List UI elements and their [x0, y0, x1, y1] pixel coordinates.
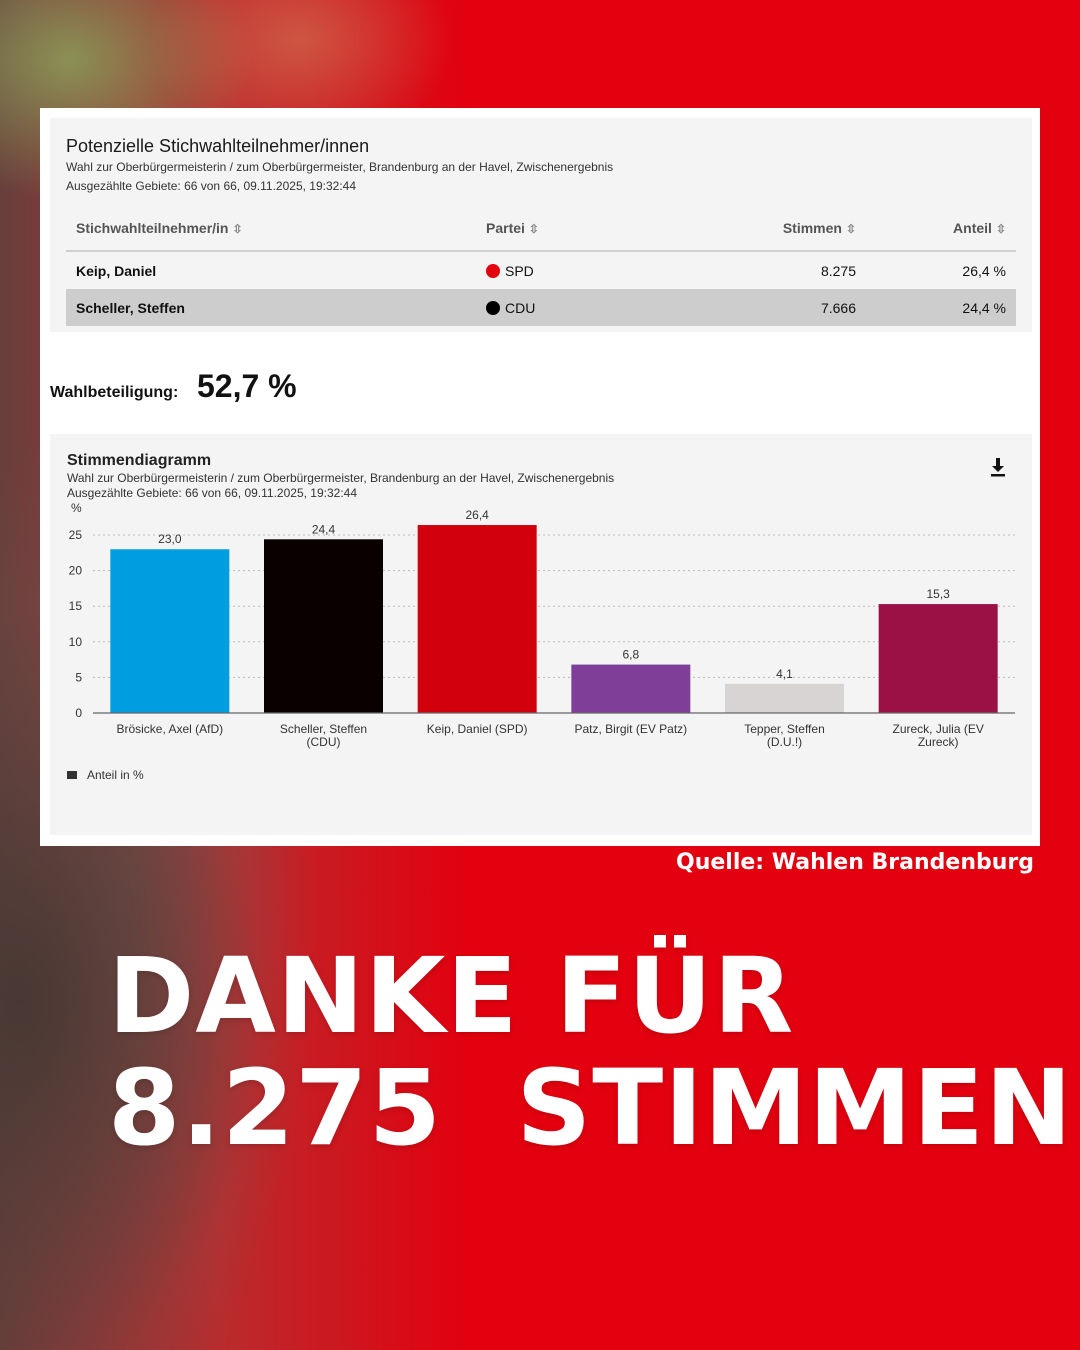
legend-swatch: [67, 771, 77, 779]
x-tick-label: Brösicke, Axel (AfD): [116, 722, 223, 736]
bar-chart: % 0 5 10 15 20 25 23,0 Brösicke, Axel (AfD) 24,4 S…: [69, 501, 1015, 749]
bar-value-label: 23,0: [158, 532, 182, 546]
x-tick-label: Tepper, Steffen: [744, 722, 825, 736]
candidate-name: Keip, Daniel: [76, 262, 157, 279]
bar: [725, 683, 844, 713]
share-cell: 24,4 %: [866, 289, 1016, 326]
headline: DANKE FÜR 8.275 STIMMEN!: [108, 940, 1080, 1164]
sort-icon[interactable]: ⇳: [528, 222, 539, 236]
y-tick-label: 20: [69, 564, 83, 578]
bar: [110, 549, 230, 713]
column-header-party[interactable]: Partei ⇳: [476, 206, 676, 252]
bar-value-label: 6,8: [622, 648, 639, 662]
bar: [417, 525, 537, 713]
x-tick-label: Zureck): [918, 735, 959, 749]
legend-label: Anteil in %: [87, 768, 144, 782]
table-title: Potenzielle Stichwahlteilnehmer/innen: [66, 136, 370, 156]
votes-cell: 8.275: [820, 262, 856, 279]
sort-icon[interactable]: ⇳: [845, 222, 856, 236]
y-tick-label: 10: [69, 635, 83, 649]
bar: [878, 604, 998, 713]
runoff-candidates-card: Potenzielle Stichwahlteilnehmer/innen Wa…: [50, 118, 1032, 332]
chart-counted-areas: Ausgezählte Gebiete: 66 von 66, 09.11.20…: [67, 486, 358, 500]
bar: [571, 664, 691, 713]
source-credit: Quelle: Wahlen Brandenburg: [676, 850, 1034, 875]
column-header-share[interactable]: Anteil ⇳: [866, 206, 1016, 252]
bar-value-label: 15,3: [926, 587, 950, 601]
x-tick-label: Keip, Daniel (SPD): [427, 722, 528, 736]
x-tick-label: Patz, Birgit (EV Patz): [574, 722, 687, 736]
y-axis-unit: %: [71, 501, 82, 515]
chart-title: Stimmendiagramm: [67, 452, 212, 469]
screenshot-panel: Potenzielle Stichwahlteilnehmer/innen Wa…: [40, 108, 1040, 846]
y-tick-label: 5: [75, 670, 82, 684]
headline-line-2: 8.275 STIMMEN!: [108, 1047, 1080, 1169]
sort-icon[interactable]: ⇳: [995, 222, 1006, 236]
x-tick-label: (D.U.!): [767, 735, 802, 749]
bar-value-label: 4,1: [776, 667, 793, 681]
bar-value-label: 26,4: [465, 508, 489, 522]
x-tick-label: Scheller, Steffen: [280, 722, 367, 736]
turnout-label: Wahlbeteiligung:: [50, 384, 179, 401]
candidate-name: Scheller, Steffen: [66, 289, 476, 326]
party-cell: CDU: [476, 289, 676, 326]
x-tick-label: (CDU): [307, 735, 341, 749]
headline-line-1: DANKE FÜR: [108, 935, 795, 1057]
share-cell: 26,4 %: [962, 262, 1006, 279]
party-color-dot: [486, 263, 500, 278]
column-header-candidate[interactable]: Stichwahlteilnehmer/in ⇳: [66, 206, 476, 252]
turnout-value: 52,7 %: [197, 368, 297, 404]
y-tick-label: 15: [69, 599, 83, 613]
votes-cell: 7.666: [676, 289, 866, 326]
x-tick-label: Zureck, Julia (EV: [892, 722, 983, 736]
column-header-votes[interactable]: Stimmen ⇳: [676, 206, 866, 252]
party-cell: SPD: [476, 251, 676, 289]
download-icon[interactable]: [988, 456, 1008, 478]
chart-subtitle: Wahl zur Oberbürgermeisterin / zum Oberb…: [67, 471, 615, 485]
party-color-dot: [486, 300, 500, 315]
table-subtitle: Wahl zur Oberbürgermeisterin / zum Oberb…: [66, 160, 614, 174]
bar-value-label: 24,4: [312, 522, 336, 536]
y-tick-label: 0: [75, 706, 82, 720]
chart-legend[interactable]: Anteil in %: [67, 768, 144, 782]
vote-chart-card: Stimmendiagramm Wahl zur Oberbürgermeist…: [50, 434, 1032, 835]
table-row: Keip, Daniel SPD 8.275 26,4 %: [66, 251, 1016, 289]
results-table: Stichwahlteilnehmer/in ⇳ Partei ⇳ Stimmen ⇳…: [66, 206, 1016, 326]
bar: [264, 539, 383, 713]
table-header-row: Stichwahlteilnehmer/in ⇳ Partei ⇳ Stimmen ⇳…: [66, 206, 1016, 252]
sort-icon[interactable]: ⇳: [232, 222, 243, 236]
table-counted-areas: Ausgezählte Gebiete: 66 von 66, 09.11.20…: [66, 179, 357, 193]
table-row: Scheller, Steffen CDU 7.666 24,4 %: [66, 289, 1016, 326]
y-tick-label: 25: [69, 528, 83, 542]
